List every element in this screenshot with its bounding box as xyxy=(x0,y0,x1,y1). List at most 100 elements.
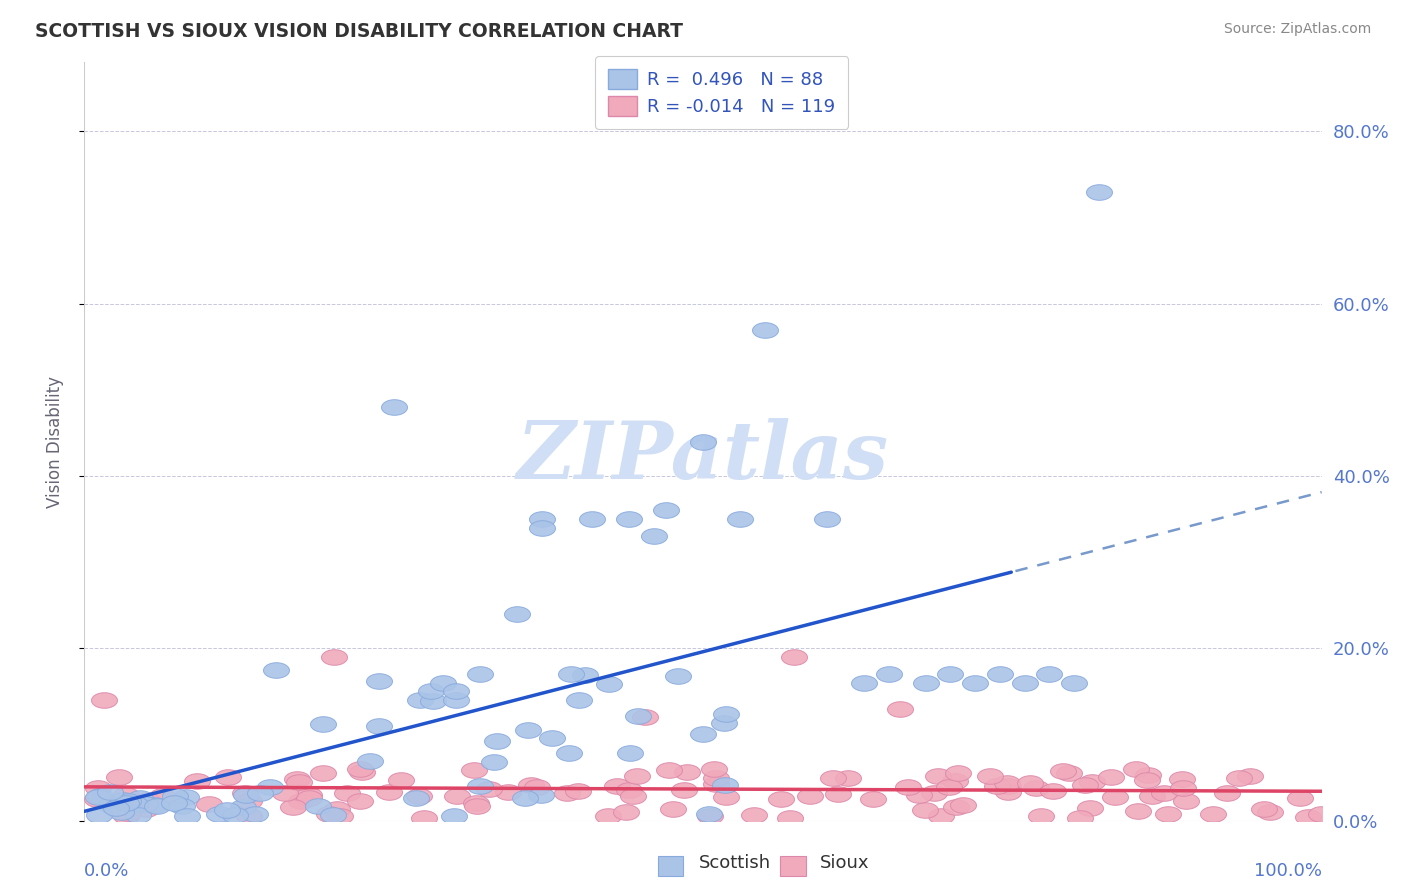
Point xyxy=(186,774,208,789)
Point xyxy=(1137,768,1160,782)
Point xyxy=(908,789,931,803)
Point xyxy=(482,755,505,769)
Point xyxy=(264,663,287,677)
Point xyxy=(285,772,308,786)
Point xyxy=(1140,789,1163,803)
Point xyxy=(986,779,1008,793)
Y-axis label: Vision Disability: Vision Disability xyxy=(45,376,63,508)
Point xyxy=(87,780,110,795)
Point xyxy=(377,784,399,798)
Point xyxy=(952,798,974,813)
Point xyxy=(1014,675,1036,690)
Point xyxy=(290,794,312,808)
Legend: R =  0.496   N = 88, R = -0.014   N = 119: R = 0.496 N = 88, R = -0.014 N = 119 xyxy=(595,56,848,128)
Point xyxy=(1125,762,1147,776)
Point xyxy=(312,716,335,731)
Point xyxy=(312,765,335,780)
Point xyxy=(1069,811,1091,825)
Point xyxy=(1216,786,1239,800)
Point xyxy=(1171,772,1194,787)
Point xyxy=(443,809,465,823)
Point xyxy=(146,799,169,814)
Point xyxy=(783,649,806,664)
Point xyxy=(274,786,297,800)
Point xyxy=(329,809,352,823)
Point xyxy=(821,771,844,785)
Point xyxy=(322,808,344,822)
Point xyxy=(174,789,197,804)
Point xyxy=(238,794,260,808)
Point xyxy=(463,764,485,778)
Point xyxy=(217,770,239,784)
Point xyxy=(117,794,139,808)
Point xyxy=(692,727,714,741)
Point xyxy=(405,791,427,805)
Text: Sioux: Sioux xyxy=(820,855,869,872)
Point xyxy=(520,779,543,793)
Point xyxy=(506,607,529,621)
Point xyxy=(728,512,751,526)
Point xyxy=(100,797,122,812)
Point xyxy=(1171,780,1194,795)
Point xyxy=(496,784,519,798)
Point xyxy=(557,746,579,760)
Point xyxy=(995,775,1018,789)
Point xyxy=(633,710,655,724)
Point xyxy=(988,667,1011,681)
Point xyxy=(1038,667,1060,681)
Point xyxy=(614,805,637,819)
Point xyxy=(862,791,884,805)
Point xyxy=(349,762,371,776)
Point xyxy=(298,791,321,805)
Point xyxy=(1018,775,1040,789)
Point xyxy=(115,809,138,823)
Point xyxy=(627,709,650,723)
Point xyxy=(470,667,492,681)
Point xyxy=(134,797,156,812)
Point xyxy=(124,797,146,811)
Point xyxy=(382,400,405,414)
Point xyxy=(208,807,231,822)
Point xyxy=(699,807,721,822)
Point xyxy=(409,692,432,706)
Point xyxy=(754,322,776,336)
Point xyxy=(1156,807,1178,822)
Point xyxy=(281,800,304,814)
Point xyxy=(115,788,138,802)
Point xyxy=(979,769,1001,783)
Point xyxy=(1029,809,1052,823)
Point xyxy=(938,780,960,794)
Point xyxy=(1128,805,1150,819)
Point xyxy=(827,787,849,801)
Text: ZIPatlas: ZIPatlas xyxy=(517,418,889,495)
Point xyxy=(965,675,987,690)
Point xyxy=(929,808,952,822)
Point xyxy=(1258,805,1281,820)
Point xyxy=(1296,810,1319,824)
Point xyxy=(432,675,454,690)
Point xyxy=(1239,769,1261,783)
Point xyxy=(815,512,838,526)
Point xyxy=(897,780,920,795)
Point xyxy=(287,774,309,789)
Point xyxy=(692,434,714,449)
Point xyxy=(581,512,603,526)
Point xyxy=(389,772,412,787)
Point xyxy=(939,667,962,681)
Text: 100.0%: 100.0% xyxy=(1254,863,1322,880)
Point xyxy=(478,782,501,797)
Point xyxy=(997,779,1019,793)
Point xyxy=(408,789,430,804)
Point xyxy=(699,809,721,823)
Point xyxy=(526,780,548,794)
Point xyxy=(658,763,681,777)
Point xyxy=(129,790,152,805)
Point xyxy=(419,684,441,698)
Point xyxy=(86,790,108,805)
Point xyxy=(422,694,444,708)
Point xyxy=(1104,789,1126,804)
Point xyxy=(243,806,266,821)
Point xyxy=(1253,802,1275,816)
Point xyxy=(249,786,271,800)
Point xyxy=(997,784,1019,798)
